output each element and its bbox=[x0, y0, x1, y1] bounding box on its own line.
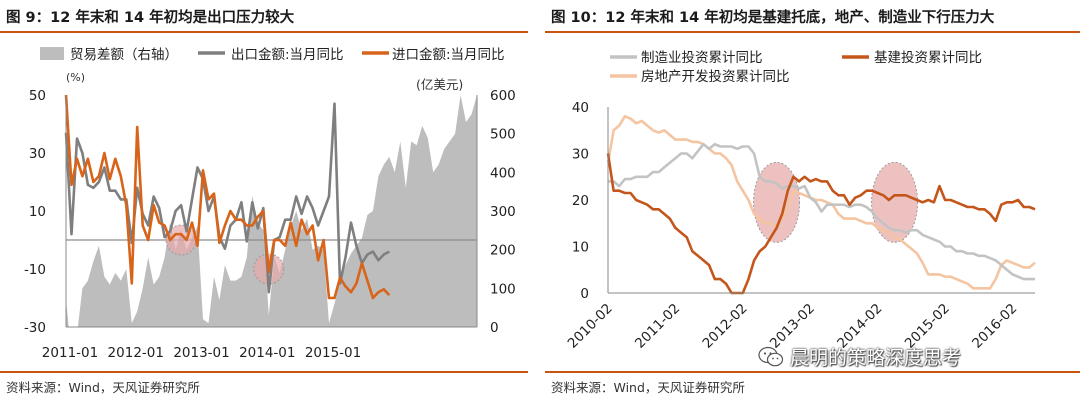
y-tick-label: 0 bbox=[580, 286, 589, 302]
y-tick-label: 10 bbox=[572, 240, 589, 256]
figure-9-source: 资料来源：Wind，天风证券研究所 bbox=[6, 380, 200, 395]
watermark: 晨明的策略深度思考 bbox=[758, 343, 961, 370]
y-right-tick-label: 600 bbox=[490, 88, 516, 104]
figure-9-title: 图 9：12 年末和 14 年初均是出口压力较大 bbox=[6, 10, 295, 26]
legend-swatch-trade-balance bbox=[40, 47, 64, 60]
wechat-icon bbox=[758, 346, 784, 366]
x-tick-label: 2015-01 bbox=[305, 345, 361, 361]
figure-9-plot-area bbox=[64, 94, 477, 327]
figure-10-panel: 图 10：12 年末和 14 年初均是基建托底，地产、制造业下行压力大 制造业投… bbox=[545, 0, 1080, 405]
y-right-tick-label: 400 bbox=[490, 165, 516, 181]
series-realestate-line bbox=[606, 115, 1036, 290]
figure-9-chart: 贸易差额（右轴） 出口金额:当月同比 进口金额:当月同比 (%) (亿美元) -… bbox=[24, 47, 516, 361]
figure-9-bottom-rule bbox=[0, 371, 528, 373]
y-right-tick-label: 100 bbox=[490, 281, 516, 297]
y-right-tick-label: 200 bbox=[490, 243, 516, 259]
watermark-text: 晨明的策略深度思考 bbox=[790, 347, 962, 369]
series-infrastructure-line bbox=[606, 153, 1036, 295]
y-tick-label: 40 bbox=[572, 100, 589, 116]
y-left-tick-label: -30 bbox=[24, 320, 46, 336]
y-left-tick-label: 10 bbox=[29, 204, 46, 220]
y-left-tick-label: -10 bbox=[24, 262, 46, 278]
figure-10-chart: 制造业投资累计同比 基建投资累计同比 房地产开发投资累计同比 0 10 20 30 40… bbox=[565, 49, 1036, 352]
figure-10-title: 图 10：12 年末和 14 年初均是基建托底，地产、制造业下行压力大 bbox=[551, 10, 995, 26]
series-manufacturing-line bbox=[608, 142, 1035, 281]
y-tick-label: 20 bbox=[572, 193, 589, 209]
figure-10-bottom-rule bbox=[545, 371, 1080, 373]
y-right-tick-label: 500 bbox=[490, 127, 516, 143]
x-tick-label: 2014-01 bbox=[239, 345, 295, 361]
legend-label-trade-balance: 贸易差额（右轴） bbox=[70, 47, 178, 63]
legend-label-manufacturing: 制造业投资累计同比 bbox=[641, 50, 763, 66]
x-tick-label: 2011-02 bbox=[632, 301, 683, 352]
y-left-tick-label: 50 bbox=[29, 88, 46, 104]
x-tick-label: 2012-02 bbox=[699, 301, 750, 352]
right-axis-unit: (亿美元) bbox=[416, 77, 463, 92]
series-import-line bbox=[64, 94, 391, 300]
figure-9-top-rule bbox=[0, 31, 528, 33]
figure-10-top-rule bbox=[545, 31, 1080, 33]
figure-9-panel: 图 9：12 年末和 14 年初均是出口压力较大 贸易差额（右轴） 出口金额:当… bbox=[0, 0, 528, 405]
x-tick-label: 2013-01 bbox=[173, 345, 229, 361]
y-right-tick-label: 300 bbox=[490, 204, 516, 220]
left-axis-unit: (%) bbox=[66, 71, 85, 84]
series-export-line bbox=[64, 102, 390, 294]
legend-label-infrastructure: 基建投资累计同比 bbox=[874, 49, 982, 66]
legend-label-import: 进口金额:当月同比 bbox=[392, 47, 505, 63]
figure-10-legend: 制造业投资累计同比 基建投资累计同比 房地产开发投资累计同比 bbox=[610, 49, 982, 85]
x-tick-label: 2011-01 bbox=[42, 345, 98, 361]
x-tick-label: 2010-02 bbox=[565, 301, 616, 352]
x-tick-label: 2012-01 bbox=[108, 345, 164, 361]
figure-9-legend: 贸易差额（右轴） 出口金额:当月同比 进口金额:当月同比 bbox=[40, 47, 505, 63]
figure-10-source: 资料来源：Wind，天风证券研究所 bbox=[551, 380, 745, 395]
series-trade-balance-area bbox=[66, 95, 477, 327]
legend-label-realestate: 房地产开发投资累计同比 bbox=[641, 69, 790, 85]
y-tick-label: 30 bbox=[572, 147, 589, 163]
figure-10-plot-area bbox=[606, 115, 1036, 295]
y-right-tick-label: 0 bbox=[490, 320, 499, 336]
legend-label-export: 出口金额:当月同比 bbox=[231, 47, 344, 63]
y-left-tick-label: 30 bbox=[29, 146, 46, 162]
x-tick-label: 2016-02 bbox=[969, 301, 1020, 352]
